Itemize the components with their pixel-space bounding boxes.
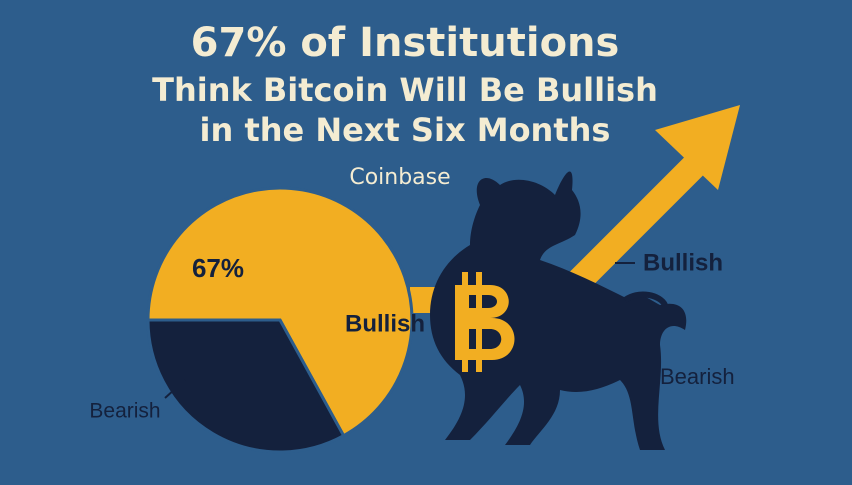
- title-line: Think Bitcoin Will Be Bullish: [152, 71, 658, 109]
- arrow-head: [655, 105, 740, 190]
- bitcoin-icon: [455, 272, 515, 372]
- value-label: 67%: [192, 253, 244, 283]
- annotation: Bearish: [660, 364, 735, 389]
- slice-label: Bullish: [345, 310, 425, 337]
- subtitle: Coinbase: [349, 165, 450, 190]
- slice-label: Bearish: [89, 400, 160, 423]
- slice-leader: [164, 379, 186, 399]
- pie-slice: [146, 318, 346, 454]
- title-line: 67% of Institutions: [191, 20, 620, 66]
- title-line: in the Next Six Months: [200, 111, 611, 149]
- bull-silhouette: [430, 171, 687, 450]
- bull-tail: [623, 291, 668, 307]
- pie-slice: [146, 186, 414, 438]
- annotation: Bullish: [643, 249, 723, 276]
